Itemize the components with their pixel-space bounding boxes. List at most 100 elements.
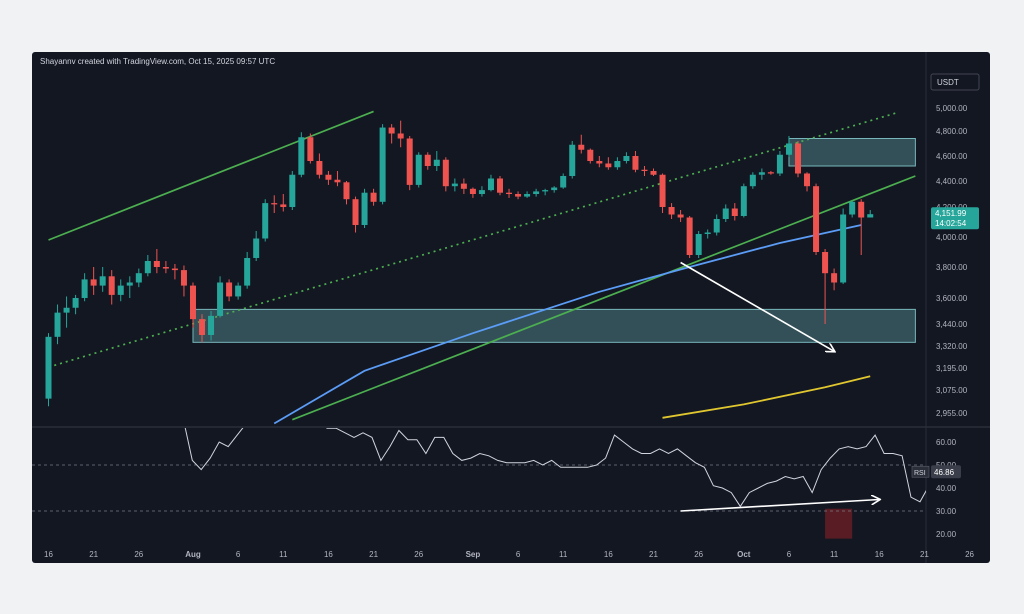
time-axis-label: 21 bbox=[649, 550, 658, 559]
candle bbox=[271, 195, 278, 213]
rsi-tick-label: 60.00 bbox=[936, 438, 957, 447]
candle bbox=[217, 276, 224, 318]
candle bbox=[433, 151, 440, 171]
candle bbox=[153, 249, 160, 274]
candle bbox=[758, 168, 765, 180]
blue-moving-average bbox=[273, 224, 862, 425]
current-price-label: 4,151.99 bbox=[935, 209, 967, 218]
candle bbox=[831, 268, 838, 291]
time-axis-label: 21 bbox=[89, 550, 98, 559]
channel-line bbox=[48, 110, 374, 241]
candle bbox=[533, 188, 540, 197]
candle bbox=[506, 188, 513, 198]
time-axis-label: 16 bbox=[875, 550, 884, 559]
time-axis-label: Oct bbox=[737, 550, 751, 559]
candle bbox=[596, 156, 603, 168]
price-tick-label: 3,800.00 bbox=[936, 263, 968, 272]
price-tick-label: 2,955.00 bbox=[936, 409, 968, 418]
candle bbox=[813, 183, 820, 255]
candle bbox=[785, 136, 792, 158]
candle bbox=[325, 171, 332, 185]
candle bbox=[189, 282, 196, 328]
time-axis-label: 11 bbox=[559, 550, 568, 559]
chart-header: Shayannv created with TradingView.com, O… bbox=[40, 57, 276, 66]
currency-label: USDT bbox=[937, 78, 959, 87]
candle bbox=[614, 157, 621, 170]
price-tick-label: 3,075.00 bbox=[936, 386, 968, 395]
candle bbox=[749, 172, 756, 189]
candle bbox=[641, 166, 648, 176]
price-chart[interactable]: USDT5,000.004,800.004,600.004,400.004,20… bbox=[32, 52, 990, 563]
time-axis-label: 6 bbox=[236, 550, 241, 559]
candle bbox=[379, 124, 386, 205]
candle bbox=[478, 186, 485, 197]
time-axis-label: 16 bbox=[604, 550, 613, 559]
candle bbox=[578, 134, 585, 154]
rsi-divergence-arrow bbox=[680, 500, 880, 512]
channel-line bbox=[292, 175, 916, 421]
supply-demand-zone bbox=[192, 308, 916, 343]
candle bbox=[370, 188, 377, 206]
candle bbox=[722, 204, 729, 222]
candle bbox=[90, 267, 97, 295]
candle bbox=[397, 120, 404, 148]
candle bbox=[54, 304, 61, 345]
time-axis-label: 11 bbox=[830, 550, 839, 559]
rsi-tick-label: 40.00 bbox=[936, 484, 957, 493]
candle bbox=[316, 153, 323, 179]
candle bbox=[99, 267, 106, 292]
candle bbox=[487, 174, 494, 192]
candle bbox=[171, 264, 178, 280]
candle bbox=[280, 194, 287, 212]
time-axis-label: Aug bbox=[185, 550, 201, 559]
time-axis-label: 11 bbox=[279, 550, 288, 559]
candle bbox=[569, 141, 576, 179]
rsi-tag bbox=[911, 465, 930, 478]
time-axis-label: 16 bbox=[324, 550, 333, 559]
time-axis-label: 26 bbox=[694, 550, 703, 559]
candle bbox=[659, 173, 666, 213]
price-tick-label: 3,440.00 bbox=[936, 320, 968, 329]
candle bbox=[352, 196, 359, 233]
channel-midline bbox=[48, 111, 898, 368]
price-tick-label: 4,400.00 bbox=[936, 177, 968, 186]
candle bbox=[849, 200, 856, 218]
candle bbox=[199, 314, 206, 343]
price-pane bbox=[45, 110, 916, 425]
currency-box[interactable] bbox=[930, 73, 980, 91]
price-tick-label: 5,000.00 bbox=[936, 104, 968, 113]
candle bbox=[442, 157, 449, 192]
candle bbox=[126, 276, 133, 298]
chart-frame: Shayannv created with TradingView.com, O… bbox=[32, 52, 990, 563]
candle bbox=[605, 157, 612, 170]
candle bbox=[713, 214, 720, 236]
candle bbox=[307, 133, 314, 164]
time-axis-label: 6 bbox=[516, 550, 521, 559]
candle bbox=[117, 279, 124, 302]
candle bbox=[235, 282, 242, 300]
candle bbox=[262, 199, 269, 242]
candle bbox=[45, 333, 52, 407]
candle bbox=[587, 148, 594, 164]
candle bbox=[776, 151, 783, 176]
candle bbox=[361, 188, 368, 228]
candle bbox=[208, 311, 215, 341]
candle bbox=[632, 151, 639, 173]
candle bbox=[767, 171, 774, 175]
candle bbox=[551, 186, 558, 193]
candle bbox=[867, 210, 874, 218]
time-axis-label: 26 bbox=[134, 550, 143, 559]
candle bbox=[469, 187, 476, 198]
candle bbox=[135, 268, 142, 288]
candle bbox=[298, 132, 305, 178]
candle bbox=[162, 261, 169, 274]
rsi-tick-label: 30.00 bbox=[936, 507, 957, 516]
candle bbox=[334, 171, 341, 187]
rsi-tick-label: 20.00 bbox=[936, 530, 957, 539]
candle bbox=[542, 188, 549, 196]
candle bbox=[244, 252, 251, 289]
price-tick-label: 4,800.00 bbox=[936, 127, 968, 136]
time-axis-label: 21 bbox=[920, 550, 929, 559]
candle bbox=[731, 203, 738, 221]
candle bbox=[108, 270, 115, 305]
